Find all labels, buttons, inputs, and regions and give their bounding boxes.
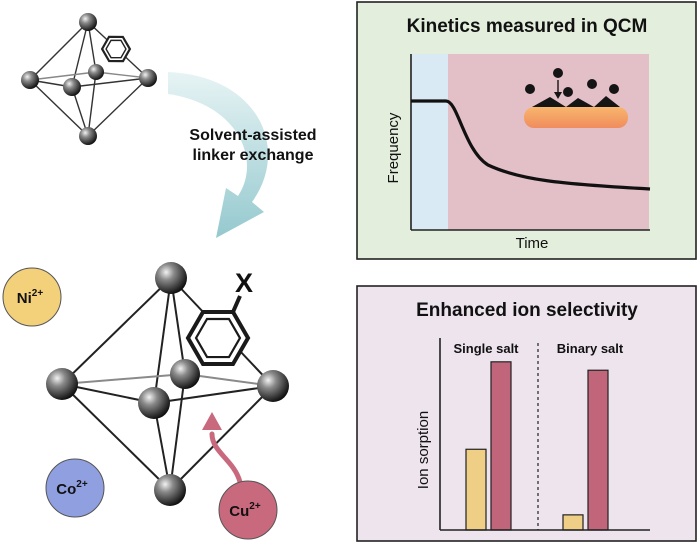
co-charge: 2+ xyxy=(76,479,88,490)
ni-ion: Ni2+ xyxy=(2,267,62,327)
small-linker-ring xyxy=(100,35,132,63)
selectivity-title: Enhanced ion selectivity xyxy=(416,300,638,321)
bar-single-series1 xyxy=(465,448,487,531)
co-symbol: Co xyxy=(56,481,76,498)
qcm-surface-illustration xyxy=(524,68,628,128)
process-label-line2: linker exchange xyxy=(193,147,314,164)
kinetics-title: Kinetics measured in QCM xyxy=(407,16,648,37)
ni-charge: 2+ xyxy=(32,288,44,299)
selectivity-panel: Enhanced ion selectivity Single salt Bin… xyxy=(356,285,697,542)
cu-uptake-arrow xyxy=(209,431,243,485)
group-label-binary: Binary salt xyxy=(557,341,624,356)
cu-charge: 2+ xyxy=(249,501,261,512)
co-ion: Co2+ xyxy=(45,458,105,518)
process-arrow xyxy=(168,72,269,238)
process-label-line1: Solvent-assisted xyxy=(189,127,316,144)
cu-uptake-arrowhead xyxy=(202,412,222,430)
bar-single-series2 xyxy=(490,361,512,531)
kinetics-ylabel: Frequency xyxy=(385,112,402,183)
response-region xyxy=(448,54,649,230)
frequency-curve xyxy=(411,99,651,191)
bar-binary-series1 xyxy=(562,514,584,531)
kinetics-xlabel: Time xyxy=(516,235,549,252)
kinetics-panel: Kinetics measured in QCM Frequency Time xyxy=(356,1,697,260)
svg-text:Cu2+: Cu2+ xyxy=(229,501,261,520)
svg-text:Ni2+: Ni2+ xyxy=(17,288,44,307)
baseline-region xyxy=(411,54,448,230)
bar-binary-series2 xyxy=(587,369,609,531)
svg-text:Co2+: Co2+ xyxy=(56,479,88,498)
ni-symbol: Ni xyxy=(17,290,32,307)
small-mof-cluster xyxy=(21,13,157,145)
cu-symbol: Cu xyxy=(229,503,249,520)
substituent-label: X xyxy=(235,268,253,298)
selectivity-ylabel: Ion sorption xyxy=(415,411,432,489)
large-linker-ring xyxy=(185,310,251,366)
group-label-single: Single salt xyxy=(453,341,519,356)
large-mof-cluster: X xyxy=(46,262,289,506)
cu-ion: Cu2+ xyxy=(218,480,278,540)
sorption-bars xyxy=(465,361,609,531)
